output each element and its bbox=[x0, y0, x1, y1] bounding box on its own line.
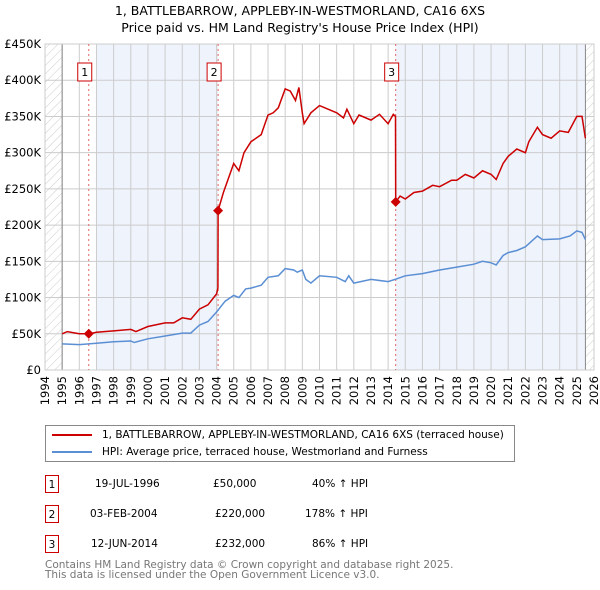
price-line bbox=[61, 87, 587, 335]
x-tick-label: 2022 bbox=[518, 376, 532, 405]
x-tick-label: 2013 bbox=[364, 376, 378, 405]
sale-hpi: 178% ↑ HPI bbox=[305, 508, 368, 520]
legend-item-property: 1, BATTLEBARROW, APPLEBY-IN-WESTMORLAND,… bbox=[52, 429, 504, 441]
x-tick-label: 2011 bbox=[330, 376, 344, 405]
y-tick-label: £250K bbox=[4, 182, 41, 196]
x-tick-label: 2025 bbox=[570, 376, 584, 405]
plot-frame bbox=[44, 43, 595, 371]
y-tick-label: £350K bbox=[4, 109, 41, 123]
footer-copyright: Contains HM Land Registry data © Crown c… bbox=[45, 559, 454, 571]
hatched-region bbox=[45, 44, 63, 370]
sale-label: 1 bbox=[81, 66, 88, 79]
sale-price: £50,000 bbox=[213, 478, 257, 490]
x-tick-label: 2003 bbox=[192, 376, 206, 405]
x-tick-label: 2010 bbox=[313, 376, 327, 405]
legend-swatch-red bbox=[52, 434, 92, 436]
sale-label: 3 bbox=[388, 66, 395, 79]
x-tick-label: 2008 bbox=[278, 376, 292, 405]
x-tick-label: 2009 bbox=[295, 376, 309, 405]
chart-title: 1, BATTLEBARROW, APPLEBY-IN-WESTMORLAND,… bbox=[114, 3, 486, 18]
x-tick-label: 2018 bbox=[450, 376, 464, 405]
x-tick-label: 2026 bbox=[587, 376, 600, 405]
y-tick-label: £300K bbox=[4, 146, 41, 160]
x-tick-label: 2014 bbox=[381, 376, 395, 405]
x-tick-label: 2020 bbox=[484, 376, 498, 405]
legend-label: 1, BATTLEBARROW, APPLEBY-IN-WESTMORLAND,… bbox=[102, 429, 504, 441]
x-tick-label: 2021 bbox=[501, 376, 515, 405]
legend-label: HPI: Average price, terraced house, West… bbox=[102, 446, 428, 458]
shaded-region bbox=[395, 44, 586, 370]
sale-label-box bbox=[384, 62, 400, 82]
x-tick-label: 2001 bbox=[158, 376, 172, 405]
sale-hpi: 86% ↑ HPI bbox=[312, 538, 369, 550]
sale-label: 2 bbox=[211, 66, 218, 79]
x-tick-label: 1995 bbox=[55, 376, 69, 405]
footer: Contains HM Land Registry data © Crown c… bbox=[45, 559, 454, 581]
y-tick-label: £200K bbox=[4, 218, 41, 232]
chart-subtitle: Price paid vs. HM Land Registry's House … bbox=[121, 20, 479, 35]
legend-item-hpi: HPI: Average price, terraced house, West… bbox=[52, 446, 428, 458]
sale-number: 1 bbox=[45, 475, 59, 493]
x-tick-label: 1996 bbox=[72, 376, 86, 405]
sale-marker bbox=[83, 328, 94, 339]
legend: 1, BATTLEBARROW, APPLEBY-IN-WESTMORLAND,… bbox=[45, 425, 515, 462]
sale-number: 2 bbox=[45, 505, 59, 523]
y-tick-label: £0 bbox=[26, 363, 41, 377]
footer-licence: This data is licensed under the Open Gov… bbox=[45, 569, 380, 581]
shaded-region bbox=[96, 44, 219, 370]
price-chart: 1994 1995 1996 1997 1998 1999 2000 2001 2002 2003… bbox=[4, 37, 600, 405]
sale-row: 3 12-JUN-2014 £232,000 86% ↑ HPI bbox=[45, 535, 445, 555]
x-tick-label: 2006 bbox=[244, 376, 258, 405]
y-tick-label: £400K bbox=[4, 73, 41, 87]
sale-price: £220,000 bbox=[215, 508, 266, 520]
x-tick-label: 2007 bbox=[261, 376, 275, 405]
x-tick-label: 2005 bbox=[227, 376, 241, 405]
sale-label-box bbox=[77, 62, 93, 82]
sale-marker bbox=[390, 196, 401, 207]
x-tick-label: 1997 bbox=[89, 376, 103, 405]
legend-swatch-blue bbox=[52, 451, 92, 453]
hpi-line bbox=[62, 230, 587, 346]
sale-row: 1 19-JUL-1996 £50,000 40% ↑ HPI bbox=[45, 475, 445, 495]
x-tick-label: 2015 bbox=[398, 376, 412, 405]
x-tick-label: 2002 bbox=[175, 376, 189, 405]
y-tick-label: £150K bbox=[4, 254, 41, 268]
sale-marker bbox=[213, 205, 224, 216]
sale-date: 03-FEB-2004 bbox=[90, 508, 158, 520]
x-tick-label: 1998 bbox=[107, 376, 121, 405]
x-tick-label: 2017 bbox=[433, 376, 447, 405]
y-tick-label: £100K bbox=[4, 291, 41, 305]
sale-row: 2 03-FEB-2004 £220,000 178% ↑ HPI bbox=[45, 505, 445, 525]
hatched-region bbox=[585, 44, 594, 370]
sale-date: 19-JUL-1996 bbox=[95, 478, 160, 490]
x-tick-label: 2019 bbox=[467, 376, 481, 405]
sale-label-box bbox=[206, 62, 222, 82]
x-tick-label: 1994 bbox=[38, 376, 52, 405]
sale-date: 12-JUN-2014 bbox=[91, 538, 158, 550]
y-tick-label: £450K bbox=[4, 37, 41, 51]
x-tick-label: 1999 bbox=[124, 376, 138, 405]
x-tick-label: 2024 bbox=[553, 376, 567, 405]
sale-price: £232,000 bbox=[215, 538, 266, 550]
x-tick-label: 2000 bbox=[141, 376, 155, 405]
sale-number: 3 bbox=[45, 535, 59, 553]
sale-hpi: 40% ↑ HPI bbox=[312, 478, 369, 490]
x-tick-label: 2004 bbox=[210, 376, 224, 405]
x-tick-label: 2023 bbox=[536, 376, 550, 405]
y-tick-label: £50K bbox=[12, 327, 42, 341]
x-tick-label: 2016 bbox=[415, 376, 429, 405]
x-tick-label: 2012 bbox=[347, 376, 361, 405]
